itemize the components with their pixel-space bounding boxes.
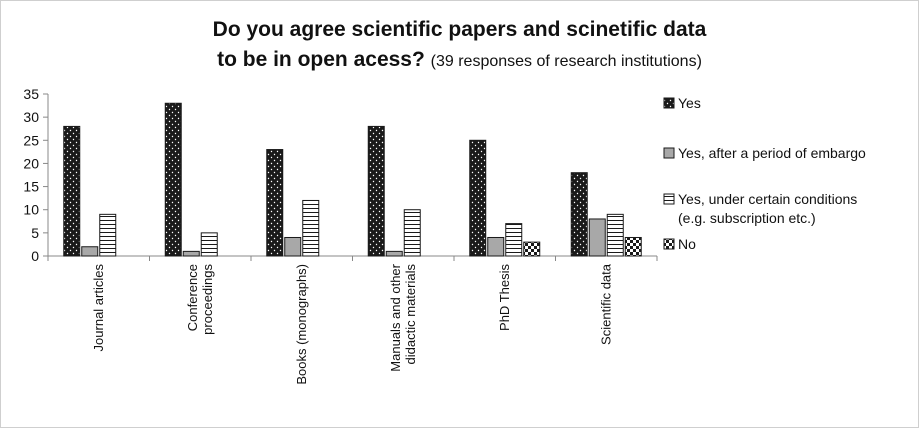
- bar-dots: [469, 139, 487, 257]
- category-label: Journal articles: [91, 264, 106, 352]
- bar-hlines: [505, 223, 523, 257]
- bar-gray: [81, 246, 99, 257]
- legend-label: Yes: [678, 95, 701, 111]
- chart-title-line1: Do you agree scientific papers and scine…: [212, 18, 707, 41]
- y-tick-label: 20: [23, 155, 39, 171]
- legend-swatch-dots: [663, 97, 675, 109]
- bar-checker: [523, 241, 541, 257]
- legend-label-line2: (e.g. subscription etc.): [678, 210, 816, 226]
- y-tick-label: 25: [23, 132, 39, 148]
- category-label: Scientific data: [598, 263, 613, 345]
- category-label-line: Manuals and other: [388, 263, 403, 371]
- bar-dots: [63, 125, 81, 257]
- bar-dots: [266, 149, 284, 257]
- bar-dots: [367, 125, 385, 257]
- chart-title-line2: to be in open acess?: [217, 48, 425, 71]
- chart-title: Do you agree scientific papers and scine…: [0, 18, 919, 42]
- y-tick-label: 30: [23, 109, 39, 125]
- legend-label: No: [678, 236, 696, 252]
- bar-gray: [385, 250, 403, 257]
- category-label: Manuals and otherdidactic materials: [388, 263, 418, 371]
- category-label-line: Conference: [185, 264, 200, 331]
- bar-hlines: [606, 213, 624, 257]
- bar-dots: [164, 102, 182, 257]
- chart-subtitle: (39 responses of research institutions): [430, 53, 702, 70]
- y-tick-label: 15: [23, 179, 39, 195]
- category-label-line: didactic materials: [403, 264, 418, 365]
- bar-hlines: [403, 209, 421, 257]
- bar-gray: [588, 218, 606, 257]
- bar-checker: [624, 236, 642, 257]
- bar-hlines: [99, 213, 117, 257]
- category-label: PhD Thesis: [497, 264, 512, 331]
- legend-label: Yes, after a period of embargo: [678, 145, 866, 161]
- y-tick-label: 0: [31, 248, 39, 264]
- legend-swatch-checker: [663, 238, 675, 250]
- bar-gray: [182, 250, 200, 257]
- bar-gray: [487, 236, 505, 257]
- bar-hlines: [302, 199, 320, 257]
- legend-label: Yes, under certain conditions: [678, 191, 857, 207]
- bar-dots: [570, 172, 588, 257]
- category-label: Books (monographs): [294, 264, 309, 385]
- y-tick-label: 5: [31, 225, 39, 241]
- category-label-line: Journal articles: [91, 264, 106, 352]
- category-label-line: Books (monographs): [294, 264, 309, 385]
- y-tick-label: 10: [23, 202, 39, 218]
- category-label: Conferenceproceedings: [185, 264, 215, 335]
- category-label-line: Scientific data: [598, 263, 613, 345]
- bar-hlines: [200, 232, 218, 257]
- category-label-line: PhD Thesis: [497, 264, 512, 331]
- legend-swatch-hlines: [663, 193, 675, 205]
- category-label-line: proceedings: [200, 264, 215, 335]
- bar-gray: [284, 236, 302, 257]
- legend-swatch-gray: [663, 147, 675, 159]
- chart-title-second-line: to be in open acess? (39 responses of re…: [0, 48, 919, 72]
- y-tick-label: 35: [23, 86, 39, 102]
